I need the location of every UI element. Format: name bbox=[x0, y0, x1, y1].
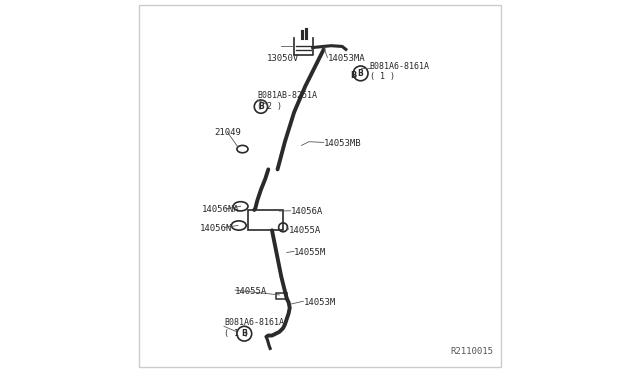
Text: B: B bbox=[241, 329, 247, 338]
Text: 14053M: 14053M bbox=[303, 298, 335, 307]
Text: 13050V: 13050V bbox=[266, 54, 299, 63]
Text: B: B bbox=[350, 71, 356, 80]
Text: R2110015: R2110015 bbox=[451, 347, 493, 356]
Text: 14055A: 14055A bbox=[289, 226, 321, 235]
Text: 14053MB: 14053MB bbox=[324, 139, 362, 148]
Text: 14056N: 14056N bbox=[200, 224, 232, 233]
Text: 14056A: 14056A bbox=[291, 207, 323, 217]
Text: 21049: 21049 bbox=[215, 128, 242, 137]
Text: B081A6-8161A
( 1 ): B081A6-8161A ( 1 ) bbox=[370, 62, 430, 81]
Text: 14056NA: 14056NA bbox=[202, 205, 239, 215]
Text: B081A6-8161A
( 1 ): B081A6-8161A ( 1 ) bbox=[224, 318, 284, 338]
Text: B: B bbox=[357, 69, 363, 78]
Text: B081AB-8251A
( 2 ): B081AB-8251A ( 2 ) bbox=[257, 92, 317, 111]
Text: 14053MA: 14053MA bbox=[328, 54, 365, 63]
Text: 14055A: 14055A bbox=[235, 287, 268, 296]
Text: 14055M: 14055M bbox=[294, 248, 326, 257]
Text: B: B bbox=[258, 102, 264, 111]
